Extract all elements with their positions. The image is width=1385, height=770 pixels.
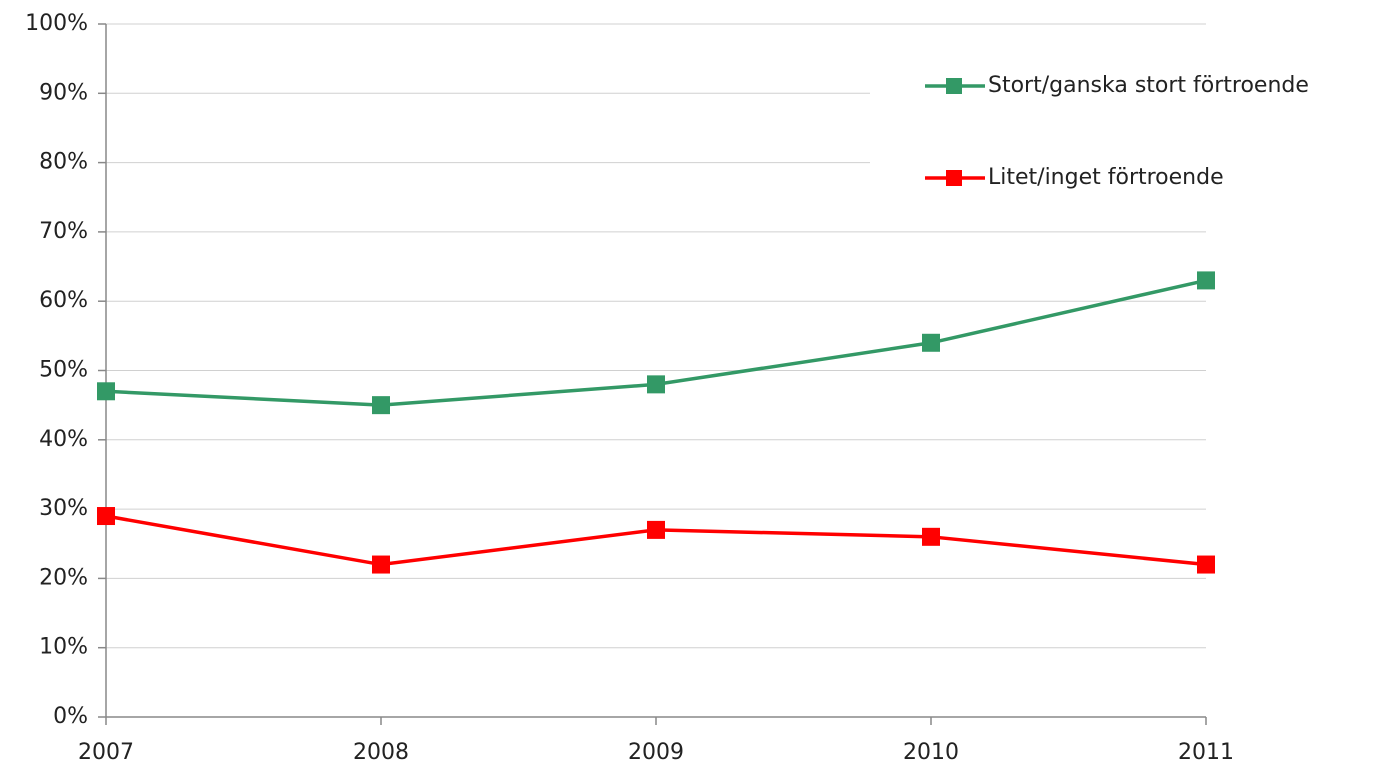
- x-tick-label: 2009: [628, 740, 684, 765]
- y-tick-label: 70%: [39, 219, 88, 244]
- y-tick-label: 80%: [39, 150, 88, 175]
- y-tick-label: 30%: [39, 496, 88, 521]
- legend-label: Litet/inget förtroende: [988, 165, 1224, 190]
- marker: [97, 382, 115, 401]
- y-tick-label: 20%: [39, 565, 88, 590]
- y-tick-label: 100%: [25, 11, 88, 36]
- y-tick-label: 50%: [39, 358, 88, 383]
- y-tick-label: 90%: [39, 80, 88, 105]
- marker: [922, 333, 940, 352]
- x-tick-label: 2008: [353, 740, 409, 765]
- marker: [97, 507, 115, 526]
- legend-background: [870, 45, 1385, 215]
- marker: [647, 375, 665, 394]
- legend-marker: [946, 78, 962, 94]
- x-tick-label: 2011: [1178, 740, 1234, 765]
- y-tick-label: 0%: [53, 704, 88, 729]
- marker: [1197, 271, 1215, 290]
- y-tick-label: 40%: [39, 427, 88, 452]
- marker: [647, 520, 665, 539]
- legend-label: Stort/ganska stort förtroende: [988, 73, 1309, 98]
- marker: [922, 527, 940, 546]
- x-tick-label: 2007: [78, 740, 134, 765]
- y-tick-label: 60%: [39, 288, 88, 313]
- x-tick-label: 2010: [903, 740, 959, 765]
- marker: [1197, 555, 1215, 574]
- legend-marker: [946, 170, 962, 186]
- marker: [372, 555, 390, 574]
- marker: [372, 396, 390, 415]
- y-tick-label: 10%: [39, 635, 88, 660]
